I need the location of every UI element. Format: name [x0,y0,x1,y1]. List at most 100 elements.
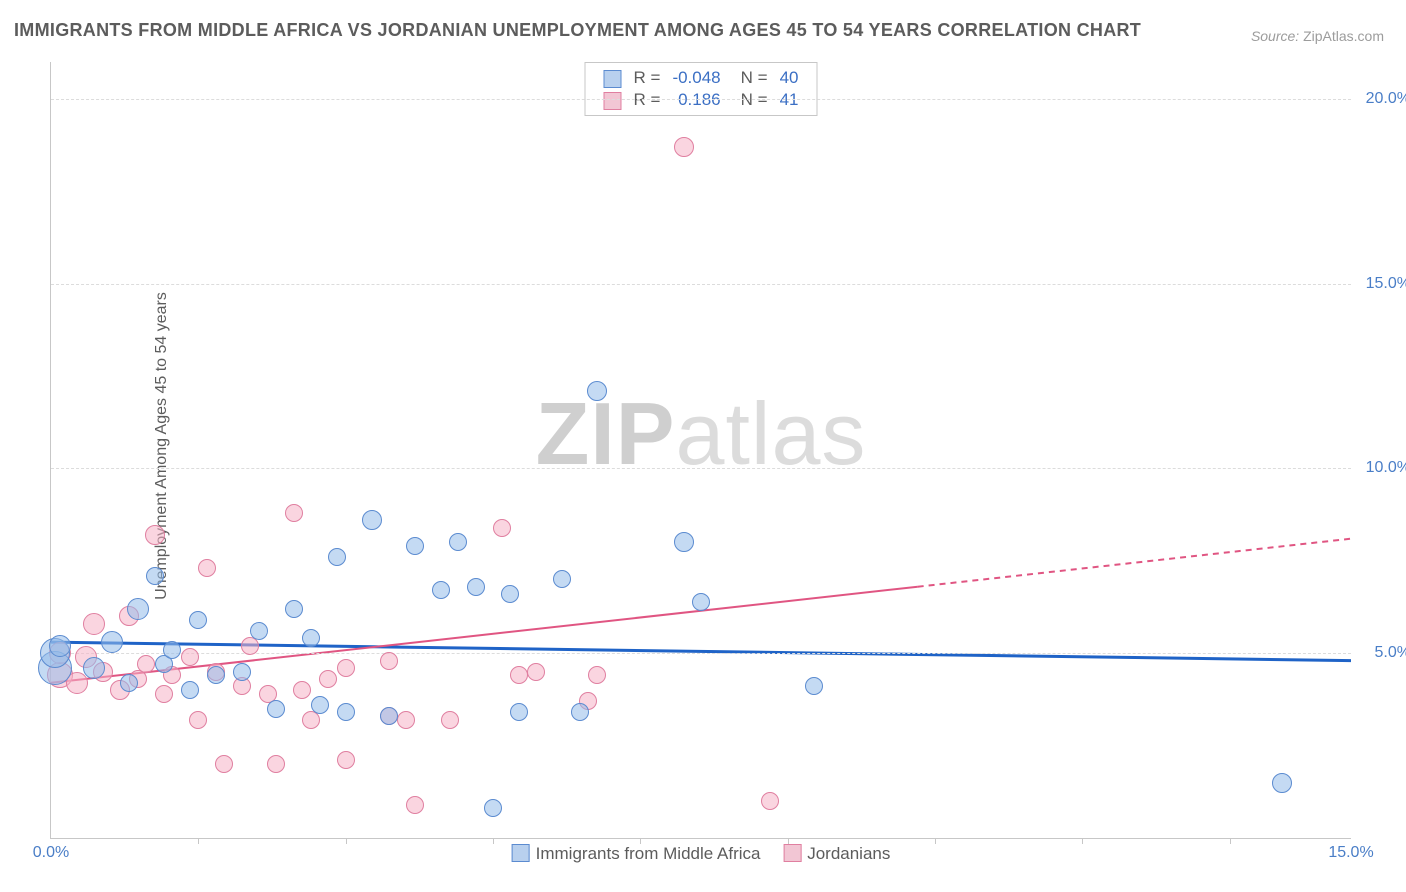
y-tick-label: 20.0% [1366,90,1406,108]
trend-lines [51,62,1351,838]
swatch-blue [512,844,530,862]
series-legend: Immigrants from Middle Africa Jordanians [512,844,891,864]
n-label: N = [727,67,774,89]
swatch-pink [783,844,801,862]
data-point [163,641,181,659]
data-point [181,648,199,666]
data-point [302,629,320,647]
source-label: Source: [1251,28,1299,44]
chart-title: IMMIGRANTS FROM MIDDLE AFRICA VS JORDANI… [14,20,1141,41]
series-label-blue: Immigrants from Middle Africa [536,844,761,863]
y-tick-label: 10.0% [1366,459,1406,477]
plot-area: ZIPatlas R = -0.048 N = 40 R = 0.186 N =… [50,62,1351,839]
x-tick-mark [640,838,641,844]
data-point [337,703,355,721]
data-point [467,578,485,596]
x-tick-max: 15.0% [1328,844,1373,862]
n-value-blue: 40 [774,67,805,89]
data-point [527,663,545,681]
data-point [406,537,424,555]
data-point [493,519,511,537]
x-tick-0: 0.0% [33,844,69,862]
data-point [553,570,571,588]
data-point [285,600,303,618]
n-label: N = [727,89,774,111]
data-point [571,703,589,721]
data-point [397,711,415,729]
source-attribution: Source: ZipAtlas.com [1251,28,1384,44]
data-point [587,381,607,401]
series-label-pink: Jordanians [807,844,890,863]
data-point [449,533,467,551]
legend-row-pink: R = 0.186 N = 41 [598,89,805,111]
correlation-legend: R = -0.048 N = 40 R = 0.186 N = 41 [585,62,818,116]
data-point [181,681,199,699]
x-tick-mark [935,838,936,844]
data-point [146,567,164,585]
data-point [674,532,694,552]
data-point [145,525,165,545]
data-point [406,796,424,814]
data-point [311,696,329,714]
data-point [1272,773,1292,793]
data-point [674,137,694,157]
data-point [337,659,355,677]
data-point [189,611,207,629]
gridline [51,99,1351,100]
x-tick-mark [788,838,789,844]
data-point [267,700,285,718]
data-point [293,681,311,699]
data-point [692,593,710,611]
data-point [215,755,233,773]
data-point [207,666,225,684]
data-point [49,635,71,657]
data-point [233,663,251,681]
x-tick-mark [346,838,347,844]
y-tick-label: 15.0% [1366,275,1406,293]
data-point [120,674,138,692]
data-point [441,711,459,729]
data-point [337,751,355,769]
y-tick-label: 5.0% [1375,644,1406,662]
data-point [319,670,337,688]
data-point [155,685,173,703]
data-point [267,755,285,773]
x-tick-mark [198,838,199,844]
data-point [83,613,105,635]
r-label: R = [628,67,667,89]
gridline [51,468,1351,469]
data-point [101,631,123,653]
data-point [83,657,105,679]
data-point [189,711,207,729]
data-point [805,677,823,695]
data-point [137,655,155,673]
data-point [362,510,382,530]
data-point [484,799,502,817]
r-value-pink: 0.186 [666,89,726,111]
data-point [198,559,216,577]
data-point [380,707,398,725]
legend-row-blue: R = -0.048 N = 40 [598,67,805,89]
n-value-pink: 41 [774,89,805,111]
data-point [328,548,346,566]
data-point [250,622,268,640]
swatch-pink [604,92,622,110]
r-label: R = [628,89,667,111]
x-tick-mark [493,838,494,844]
watermark: ZIPatlas [536,383,867,485]
data-point [380,652,398,670]
data-point [127,598,149,620]
data-point [761,792,779,810]
data-point [510,666,528,684]
data-point [588,666,606,684]
data-point [510,703,528,721]
source-value: ZipAtlas.com [1303,28,1384,44]
x-tick-mark [1230,838,1231,844]
data-point [501,585,519,603]
chart-container: IMMIGRANTS FROM MIDDLE AFRICA VS JORDANI… [0,0,1406,892]
swatch-blue [604,70,622,88]
x-tick-mark [1082,838,1083,844]
gridline [51,284,1351,285]
r-value-blue: -0.048 [666,67,726,89]
data-point [432,581,450,599]
